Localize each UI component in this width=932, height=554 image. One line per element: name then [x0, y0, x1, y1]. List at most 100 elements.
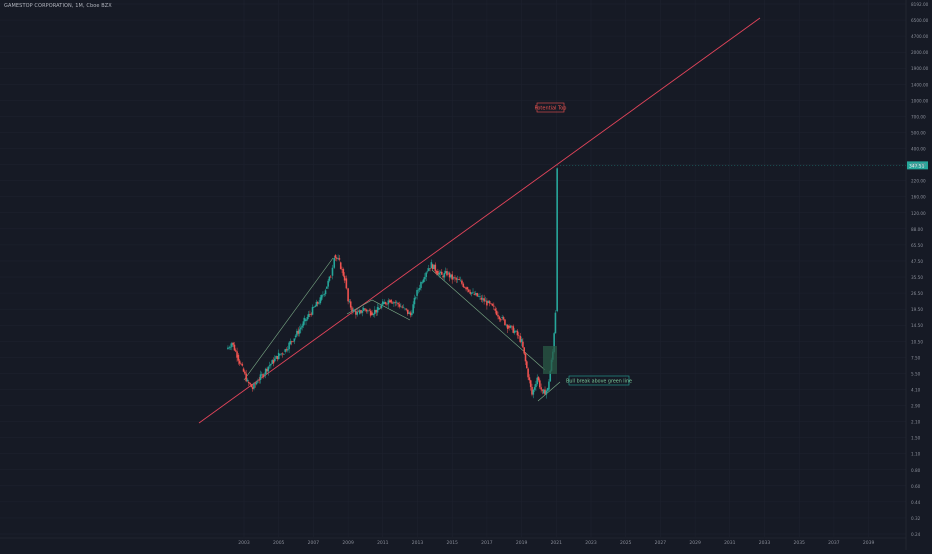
- grid: [0, 0, 906, 537]
- candle-body: [355, 311, 357, 315]
- candle-body: [300, 327, 302, 330]
- candle-body: [466, 287, 469, 290]
- candle-body: [455, 278, 458, 280]
- candle-body: [519, 335, 522, 343]
- candle-body: [402, 306, 405, 308]
- y-tick-label: 1400.00: [911, 82, 929, 87]
- x-tick-label: 2023: [585, 540, 597, 546]
- x-tick-label: 2039: [863, 540, 875, 546]
- candle-body: [258, 379, 260, 381]
- candle-body: [438, 272, 440, 275]
- candle-body: [513, 330, 516, 333]
- candle-body: [477, 296, 480, 297]
- candle-body: [246, 379, 249, 382]
- y-tick-label: 120.00: [911, 211, 926, 216]
- candle-body: [375, 309, 378, 313]
- candle-body: [418, 287, 421, 290]
- candle-body: [425, 272, 427, 277]
- candle-body: [536, 377, 539, 384]
- candle-body: [542, 389, 545, 394]
- candle-body: [383, 302, 385, 305]
- candle-body: [431, 264, 434, 270]
- candle-body: [483, 298, 485, 302]
- candle-body: [535, 383, 537, 388]
- candle-body: [305, 319, 307, 321]
- candle-body: [250, 384, 253, 388]
- x-tick-label: 2035: [793, 540, 805, 546]
- candle-body: [347, 288, 349, 302]
- candle-body: [426, 270, 429, 272]
- candle-body: [292, 341, 294, 343]
- y-tick-label: 0.44: [911, 500, 921, 505]
- candle-body: [345, 278, 348, 289]
- x-tick-label: 2029: [689, 540, 701, 546]
- candle-body: [446, 271, 448, 276]
- y-tick-label: 6500.00: [911, 18, 929, 23]
- candle-body: [266, 368, 268, 372]
- candle-body: [404, 308, 406, 310]
- candle-body: [326, 286, 328, 289]
- candle-body: [279, 354, 281, 355]
- candle-body: [442, 275, 444, 278]
- y-tick-label: 1.50: [911, 436, 921, 441]
- candle-body: [271, 360, 273, 364]
- candle-body: [362, 307, 365, 311]
- candle-body: [553, 333, 555, 352]
- candle-body: [348, 301, 351, 303]
- candle-body: [554, 312, 557, 334]
- candle-body: [337, 258, 339, 259]
- candle-body: [459, 280, 462, 282]
- support-line-1: [243, 257, 334, 381]
- candle-body: [379, 307, 381, 309]
- candle-body: [518, 335, 520, 336]
- candle-body: [328, 276, 331, 281]
- y-tick-label: 220.00: [911, 179, 926, 184]
- candle-body: [463, 286, 466, 288]
- candle-body: [273, 358, 276, 362]
- y-tick-label: 19.50: [911, 307, 923, 312]
- x-tick-label: 2019: [516, 540, 528, 546]
- candle-body: [515, 330, 517, 332]
- candle-body: [289, 341, 292, 345]
- candle-body: [290, 341, 293, 342]
- candle-body: [411, 313, 413, 316]
- y-tick-label: 160.00: [911, 195, 926, 200]
- candle-body: [241, 364, 244, 366]
- y-tick-label: 10.50: [911, 339, 923, 344]
- y-tick-label: 700.00: [911, 114, 926, 119]
- candle-body: [523, 347, 526, 354]
- candle-body: [372, 314, 375, 316]
- y-tick-label: 1.10: [911, 452, 921, 457]
- candle-body: [259, 374, 262, 380]
- candle-body: [529, 380, 532, 387]
- candle-body: [315, 301, 318, 307]
- x-tick-label: 2027: [655, 540, 667, 546]
- candle-body: [501, 317, 503, 318]
- candle-body: [374, 309, 376, 315]
- candle-body: [356, 311, 359, 315]
- candle-body: [412, 304, 414, 314]
- candle-body: [336, 257, 338, 259]
- y-tick-label: 5.50: [911, 371, 921, 376]
- candle-body: [284, 349, 287, 352]
- candle-body: [268, 365, 271, 367]
- y-tick-label: 0.60: [911, 484, 921, 489]
- x-tick-label: 2009: [342, 540, 354, 546]
- candle-body: [342, 269, 345, 276]
- candle-body: [263, 374, 266, 375]
- candle-body: [443, 272, 446, 278]
- candle-body: [424, 276, 426, 280]
- candle-body: [422, 279, 425, 283]
- y-tick-label: 1900.00: [911, 66, 929, 71]
- candle-body: [307, 314, 310, 318]
- candle-body: [367, 310, 369, 312]
- candle-body: [368, 310, 371, 312]
- candle-body: [479, 296, 481, 297]
- candle-body: [331, 267, 334, 276]
- candle-body: [394, 302, 397, 303]
- candle-body: [228, 347, 231, 349]
- candle-body: [309, 314, 311, 315]
